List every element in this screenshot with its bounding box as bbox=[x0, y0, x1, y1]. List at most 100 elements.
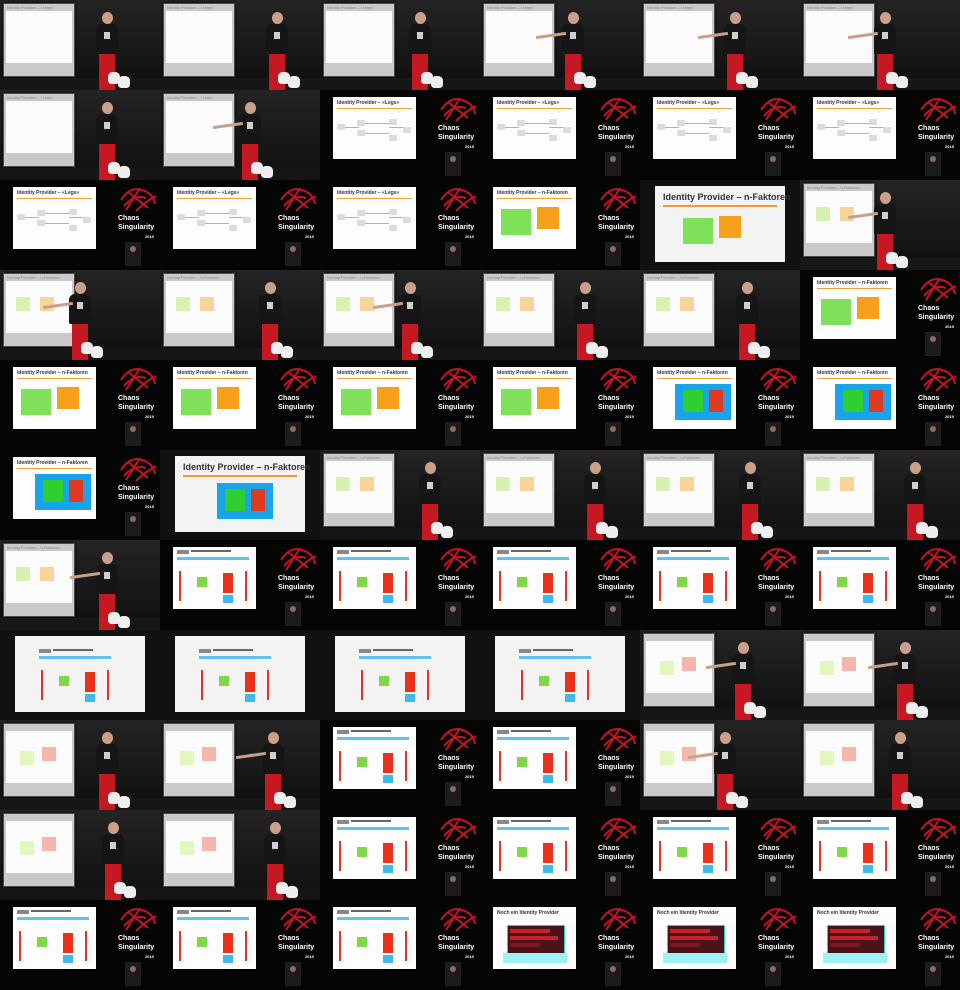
green-block bbox=[843, 390, 863, 412]
sequence-diagram bbox=[355, 646, 445, 708]
diagram-block bbox=[85, 672, 95, 692]
diagram-line bbox=[359, 213, 389, 214]
title-underline bbox=[817, 108, 892, 109]
desk bbox=[640, 708, 800, 720]
video-thumbnail bbox=[0, 810, 160, 900]
diagram-block bbox=[657, 550, 669, 554]
diagram-line bbox=[679, 133, 709, 134]
brand-line-1: Chaos bbox=[278, 215, 300, 222]
brand-line-2: Singularity bbox=[438, 134, 475, 141]
diagram-node bbox=[517, 120, 525, 126]
diagram-line bbox=[839, 123, 869, 124]
video-thumbnail: Identity Provider – «Legs» bbox=[800, 0, 960, 90]
diagram-block bbox=[837, 577, 847, 587]
chaos-singularity-logo bbox=[920, 277, 957, 302]
video-thumbnail: Identity Provider – n-Faktoren Chaos Singu… bbox=[800, 360, 960, 450]
slide-frame bbox=[333, 907, 416, 969]
lucky-cat-figure bbox=[606, 526, 618, 538]
diagram-block bbox=[17, 917, 89, 920]
video-thumbnail bbox=[320, 630, 480, 720]
green-block bbox=[176, 297, 190, 311]
lucky-cat-figure bbox=[261, 166, 273, 178]
speaker-shirt bbox=[102, 834, 124, 864]
lucky-cat-figure bbox=[736, 796, 748, 808]
diagram-node bbox=[357, 210, 365, 216]
brand-line-2: Singularity bbox=[438, 404, 475, 411]
slide-frame bbox=[653, 817, 736, 879]
lifeline bbox=[267, 670, 269, 700]
lucky-cat-figure bbox=[91, 346, 103, 358]
lifeline bbox=[587, 670, 589, 700]
diagram-line bbox=[199, 223, 229, 224]
video-thumbnail: Identity Provider – n-Faktoren Chaos Singu… bbox=[0, 450, 160, 540]
brand-name: Chaos Singularity bbox=[918, 934, 954, 952]
diagram-line bbox=[709, 127, 725, 128]
lucky-cat-figure bbox=[118, 166, 130, 178]
slide-frame: Identity Provider – n-Faktoren bbox=[493, 367, 576, 429]
diagram-block bbox=[837, 847, 847, 857]
brand-line-1: Chaos bbox=[918, 395, 940, 402]
brand-line-1: Chaos bbox=[118, 395, 140, 402]
lucky-cat-figure bbox=[431, 76, 443, 88]
speaker-shirt bbox=[69, 294, 91, 324]
lucky-cat-figure bbox=[118, 76, 130, 88]
diagram-block bbox=[337, 827, 409, 830]
lucky-cat-figure bbox=[886, 252, 898, 264]
title-underline bbox=[177, 198, 252, 199]
brand-line-2: Singularity bbox=[118, 404, 155, 411]
sequence-diagram bbox=[333, 727, 416, 789]
brand-line-1: Chaos bbox=[438, 395, 460, 402]
video-thumbnail: Chaos Singularity 2019 bbox=[480, 810, 640, 900]
blue-panel bbox=[217, 483, 273, 519]
brand-line-1: Chaos bbox=[598, 845, 620, 852]
slide-content bbox=[486, 461, 552, 513]
brand-name: Chaos Singularity bbox=[758, 124, 794, 142]
diagram-node bbox=[869, 135, 877, 141]
diagram-node bbox=[197, 220, 205, 226]
desk bbox=[160, 348, 320, 360]
projector-screen bbox=[3, 723, 75, 797]
diagram-block bbox=[351, 910, 391, 912]
slide-title: Identity Provider – n-Faktoren bbox=[487, 275, 540, 280]
video-thumbnail: Identity Provider – «Legs» Chaos Singulari… bbox=[640, 90, 800, 180]
slide-title: Identity Provider – «Legs» bbox=[327, 5, 374, 10]
noch-diagram bbox=[653, 907, 736, 969]
brand-line-1: Chaos bbox=[598, 215, 620, 222]
brand-name: Chaos Singularity bbox=[598, 214, 634, 232]
speaker-shirt bbox=[262, 744, 284, 774]
zoomed-content bbox=[675, 196, 765, 258]
diagram-block bbox=[511, 730, 551, 732]
brand-year: 2019 bbox=[305, 594, 314, 599]
chaos-singularity-logo bbox=[920, 547, 957, 572]
lucky-cat-figure bbox=[286, 886, 298, 898]
noch-diagram bbox=[493, 907, 576, 969]
green-block bbox=[683, 218, 713, 244]
lifeline bbox=[405, 751, 407, 781]
n-faktoren-diagram bbox=[493, 367, 576, 429]
lanyard-badge bbox=[247, 122, 253, 129]
green-block bbox=[820, 751, 834, 765]
diagram-line bbox=[519, 123, 549, 124]
lucky-cat-figure bbox=[441, 526, 453, 538]
projector-screen: Identity Provider – n-Faktoren bbox=[323, 273, 395, 347]
brand-name: Chaos Singularity bbox=[438, 754, 474, 772]
chaos-singularity-logo bbox=[600, 547, 637, 572]
speaker-shirt bbox=[264, 834, 286, 864]
orange-block bbox=[537, 207, 559, 229]
projector-screen: Identity Provider – n-Faktoren bbox=[163, 273, 235, 347]
speaker-inset bbox=[125, 962, 141, 986]
projector-screen: Identity Provider – n-Faktoren bbox=[643, 273, 715, 347]
brand-year: 2019 bbox=[785, 594, 794, 599]
brand-year: 2019 bbox=[305, 954, 314, 959]
diagram-line bbox=[389, 127, 405, 128]
video-thumbnail bbox=[160, 720, 320, 810]
brand-year: 2019 bbox=[785, 864, 794, 869]
lucky-cat-figure bbox=[411, 342, 423, 354]
slide-frame bbox=[333, 727, 416, 789]
slide-frame bbox=[173, 907, 256, 969]
chaos-singularity-logo bbox=[280, 367, 317, 392]
slide-frame bbox=[493, 547, 576, 609]
orange-block bbox=[857, 297, 879, 319]
lifeline bbox=[725, 841, 727, 871]
slide-title: Identity Provider – n-Faktoren bbox=[17, 370, 88, 376]
